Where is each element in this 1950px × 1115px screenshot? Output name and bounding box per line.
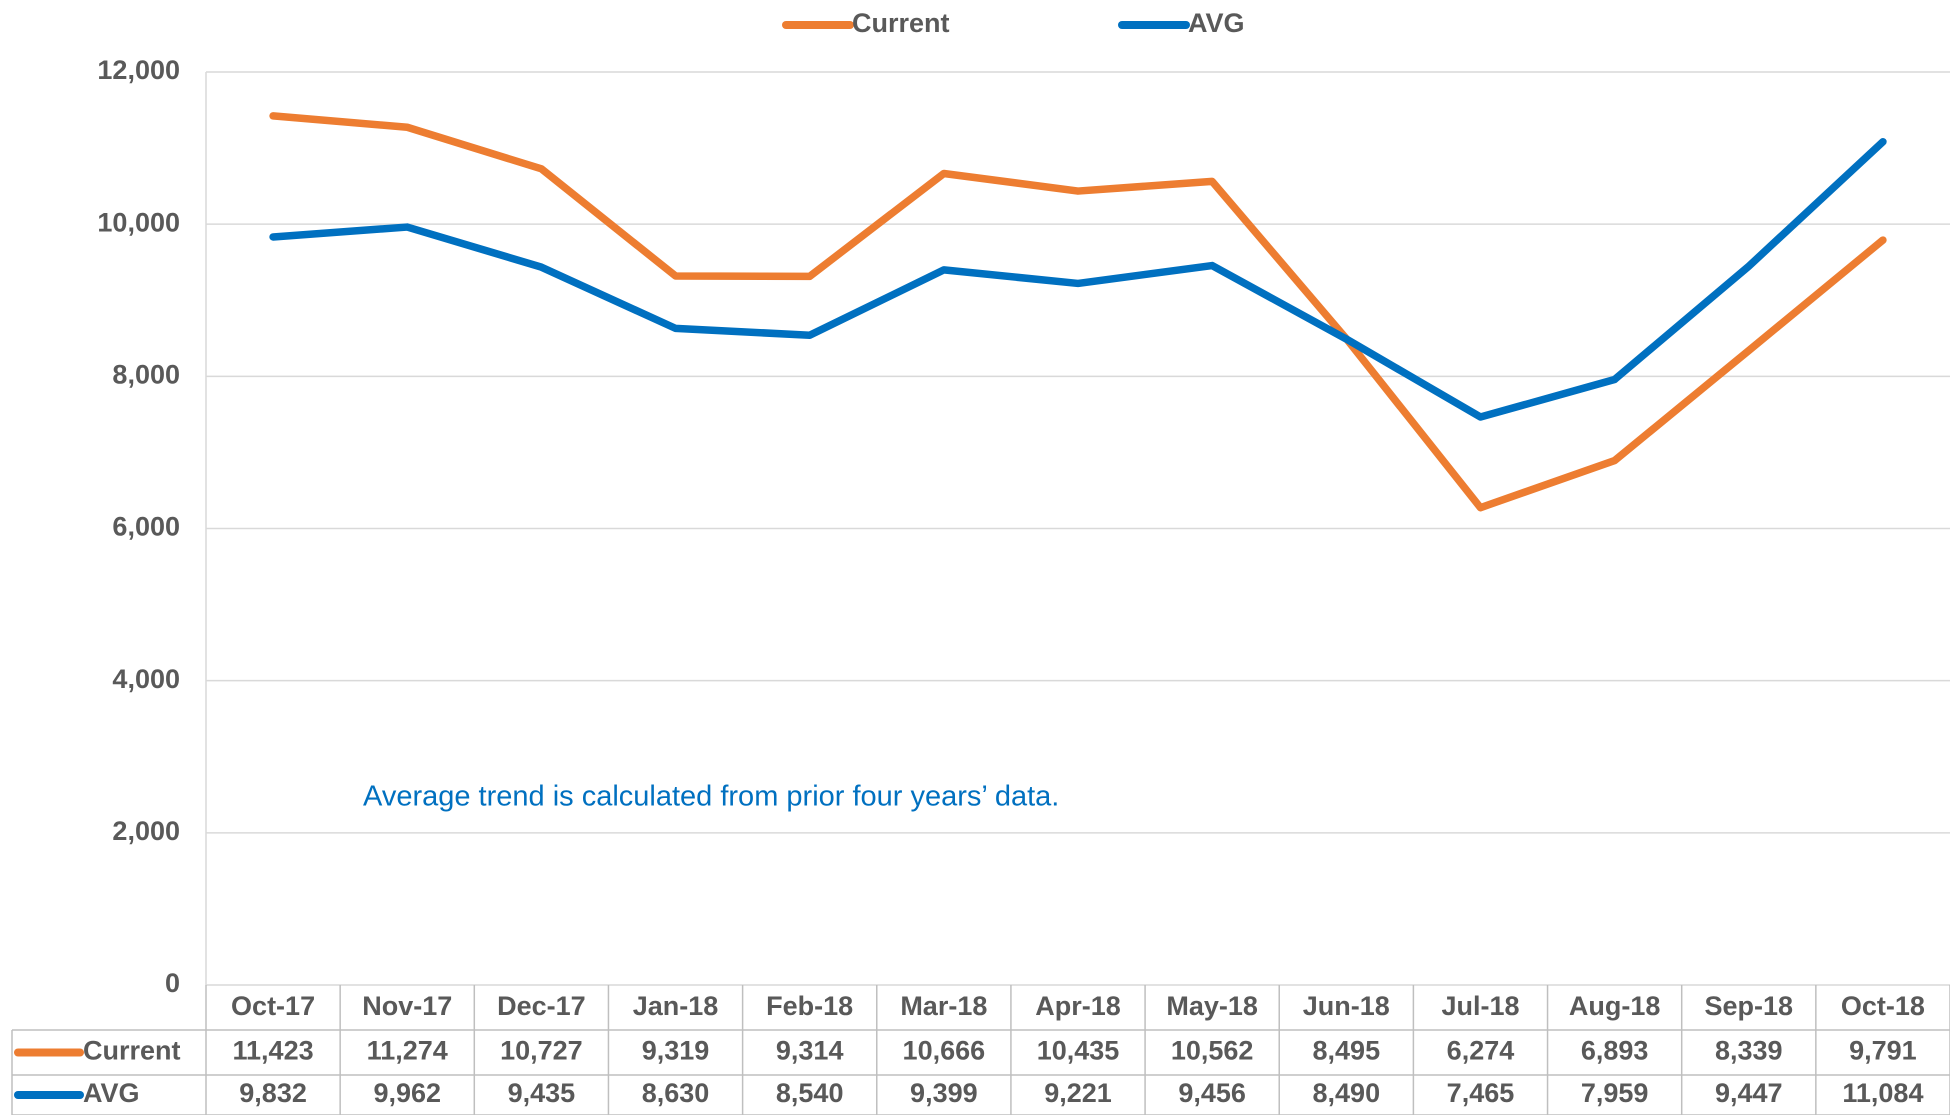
x-tick-label: Feb-18 <box>766 991 853 1021</box>
table-value: 10,435 <box>1037 1036 1120 1066</box>
table-value: 8,495 <box>1313 1036 1381 1066</box>
table-value: 9,314 <box>776 1036 844 1066</box>
x-tick-label: Aug-18 <box>1569 991 1661 1021</box>
legend-label: Current <box>852 8 950 38</box>
table-value: 9,962 <box>373 1078 441 1108</box>
table-value: 9,399 <box>910 1078 978 1108</box>
y-tick-label: 2,000 <box>112 816 180 846</box>
table-value: 9,221 <box>1044 1078 1112 1108</box>
x-tick-label: Jun-18 <box>1303 991 1390 1021</box>
table-value: 7,959 <box>1581 1078 1649 1108</box>
table-value: 7,465 <box>1447 1078 1515 1108</box>
table-value: 8,490 <box>1313 1078 1381 1108</box>
x-tick-label: Dec-17 <box>497 991 586 1021</box>
table-value: 9,435 <box>508 1078 576 1108</box>
table-value: 9,791 <box>1849 1036 1917 1066</box>
table-value: 9,456 <box>1178 1078 1246 1108</box>
legend-label: AVG <box>1188 8 1245 38</box>
y-tick-label: 8,000 <box>112 359 180 389</box>
table-value: 8,630 <box>642 1078 710 1108</box>
annotation: Average trend is calculated from prior f… <box>363 781 1059 813</box>
table-row-label: AVG <box>83 1078 140 1108</box>
x-tick-label: Nov-17 <box>362 991 452 1021</box>
x-tick-label: Oct-18 <box>1841 991 1925 1021</box>
table-value: 8,540 <box>776 1078 844 1108</box>
x-tick-label: Oct-17 <box>231 991 315 1021</box>
series-line <box>269 137 1887 421</box>
x-tick-label: Jul-18 <box>1441 991 1519 1021</box>
table-value: 10,562 <box>1171 1036 1254 1066</box>
x-tick-label: Apr-18 <box>1035 991 1121 1021</box>
y-tick-label: 12,000 <box>97 55 180 85</box>
x-tick-label: Sep-18 <box>1704 991 1793 1021</box>
table-value: 11,274 <box>367 1036 448 1066</box>
table-value: 9,319 <box>642 1036 710 1066</box>
table-value: 10,727 <box>500 1036 583 1066</box>
series-line <box>269 112 1887 512</box>
table-value: 11,423 <box>233 1036 314 1066</box>
y-tick-label: 0 <box>165 968 180 998</box>
table-value: 6,274 <box>1447 1036 1515 1066</box>
table-value: 11,084 <box>1842 1078 1923 1108</box>
x-tick-label: Jan-18 <box>633 991 719 1021</box>
table-value: 8,339 <box>1715 1036 1783 1066</box>
table-value: 9,447 <box>1715 1078 1783 1108</box>
y-tick-label: 4,000 <box>112 664 180 694</box>
table-value: 10,666 <box>903 1036 986 1066</box>
table-value: 9,832 <box>239 1078 307 1108</box>
table-row-label: Current <box>83 1036 181 1066</box>
x-tick-label: Mar-18 <box>900 991 987 1021</box>
table-value: 6,893 <box>1581 1036 1649 1066</box>
y-tick-label: 10,000 <box>97 207 180 237</box>
y-tick-label: 6,000 <box>112 512 180 542</box>
x-tick-label: May-18 <box>1166 991 1258 1021</box>
